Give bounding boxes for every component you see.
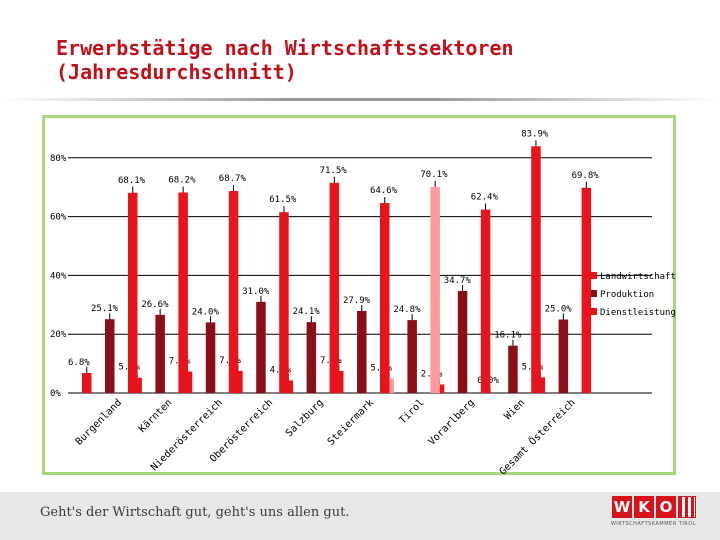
bar-produktion	[256, 301, 266, 393]
data-label: 83.9%	[521, 129, 549, 139]
legend-label: Landwirtschaft	[600, 272, 676, 282]
category-label: Burgenland	[74, 397, 124, 447]
page-title: Erwerbstätige nach Wirtschaftssektoren (…	[56, 36, 696, 84]
logo-letter-o: O	[656, 496, 676, 518]
footer-slogan: Geht's der Wirtschaft gut, geht's uns al…	[40, 505, 350, 520]
bar-produktion	[155, 314, 165, 393]
bar-dienstleistung	[128, 192, 138, 393]
title-divider	[0, 98, 720, 101]
bar-produktion	[407, 320, 417, 393]
logo-letter-w: W	[612, 496, 632, 518]
legend-swatch	[591, 272, 597, 279]
legend-label: Dienstleistung	[600, 308, 676, 318]
bar-produktion	[457, 290, 468, 393]
y-tick-label: 80%	[50, 154, 67, 164]
data-label: 64.6%	[370, 186, 398, 196]
bar-dienstleistung	[480, 209, 491, 393]
data-label: 24.8%	[393, 305, 421, 315]
logo-letter-k: K	[634, 496, 654, 518]
legend-swatch	[591, 290, 597, 297]
data-label: 25.1%	[91, 304, 119, 314]
data-label: 68.2%	[168, 175, 196, 185]
data-label: 34.7%	[444, 276, 472, 286]
bar-dienstleistung	[279, 212, 289, 393]
category-label: Salzburg	[284, 397, 326, 439]
title-line-2: (Jahresdurchschnitt)	[56, 60, 297, 84]
data-label: 24.1%	[293, 307, 321, 317]
title-line-1: Erwerbstätige nach Wirtschaftssektoren	[56, 36, 514, 60]
bar-dienstleistung	[228, 191, 239, 393]
chart-frame	[42, 115, 676, 475]
data-label: 71.5%	[320, 166, 348, 176]
logo-subtitle: WIRTSCHAFTSKAMMER TIROL	[610, 521, 696, 527]
y-tick-label: 20%	[50, 330, 67, 340]
data-label: 69.8%	[572, 171, 600, 181]
category-label: Kärnten	[137, 397, 175, 435]
legend-swatch	[591, 308, 597, 315]
category-label: Steiermark	[326, 397, 376, 447]
bar-dienstleistung	[430, 186, 440, 393]
data-label: 24.0%	[192, 307, 220, 317]
bar-produktion	[558, 319, 569, 393]
category-label: Wien	[503, 397, 528, 422]
data-label: 31.0%	[242, 287, 270, 297]
data-label: 70.1%	[420, 170, 448, 180]
data-label: 68.7%	[219, 174, 247, 184]
data-label: 6.8%	[68, 358, 90, 368]
bar-produktion	[357, 310, 367, 393]
wko-logo: W K O	[612, 496, 696, 518]
bar-produktion	[508, 345, 518, 393]
bar-produktion	[205, 322, 216, 393]
legend-label: Produktion	[600, 290, 654, 300]
category-label: Vorarlberg	[427, 397, 477, 447]
footer: Geht's der Wirtschaft gut, geht's uns al…	[0, 492, 720, 540]
y-tick-label: 0%	[50, 389, 61, 399]
bar-dienstleistung	[329, 182, 340, 393]
bar-dienstleistung	[531, 146, 541, 393]
data-label: 61.5%	[269, 195, 297, 205]
y-tick-label: 60%	[50, 213, 67, 223]
tirol-crest-icon	[678, 496, 696, 518]
bar-dienstleistung	[178, 192, 188, 393]
data-label: 62.4%	[471, 193, 499, 203]
bar-produktion	[105, 319, 115, 393]
category-label: Tirol	[397, 397, 426, 426]
bar-dienstleistung	[380, 203, 390, 393]
data-label: 68.1%	[118, 176, 146, 186]
data-label: 26.6%	[141, 300, 169, 310]
bar-landwirtschaft	[82, 373, 92, 393]
bar-produktion	[306, 322, 317, 393]
y-tick-label: 40%	[50, 271, 67, 281]
bar-dienstleistung	[581, 187, 592, 393]
data-label: 27.9%	[343, 296, 371, 306]
data-label: 25.0%	[545, 305, 573, 315]
data-label: 16.1%	[494, 331, 522, 341]
